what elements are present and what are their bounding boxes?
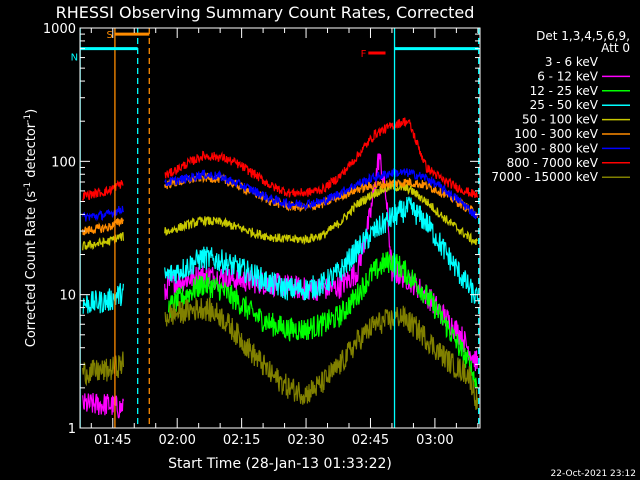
y-axis-label: Corrected Count Rate (s-1 detector-1) xyxy=(23,109,39,347)
y-tick-label: 100 xyxy=(51,155,76,170)
legend-label: 6 - 12 keV xyxy=(537,69,599,83)
plot-area xyxy=(82,117,479,419)
axes: 1 10 100 1000 01:45 02:00 02:15 02:30 02:45 03:00 xyxy=(43,22,481,448)
y-axis-label-mid: detector xyxy=(24,122,39,182)
y-axis-label-sup1: -1 xyxy=(23,182,33,191)
x-tick-label: 01:45 xyxy=(94,433,131,448)
x-tick-label: 03:00 xyxy=(416,433,453,448)
x-tick-label: 02:30 xyxy=(287,433,324,448)
x-tick-label: 02:15 xyxy=(223,433,260,448)
plot-frame xyxy=(79,27,481,429)
y-tick-label: 10 xyxy=(59,289,76,304)
legend-header-line1: Det 1,3,4,5,6,9, xyxy=(536,29,630,43)
legend-label: 50 - 100 keV xyxy=(522,113,599,127)
x-tick-label: 02:00 xyxy=(158,433,195,448)
series-line-7 xyxy=(82,117,479,201)
chart-title: RHESSI Observing Summary Count Rates, Co… xyxy=(56,3,475,22)
legend-label: 100 - 300 keV xyxy=(514,127,598,141)
y-axis-label-sup2: -1 xyxy=(23,114,33,123)
series-line-6 xyxy=(82,168,479,222)
legend-label: 7000 - 15000 keV xyxy=(491,170,598,184)
series-line-4 xyxy=(82,181,479,251)
series-line-2 xyxy=(168,251,478,389)
footer-timestamp: 22-Oct-2021 23:12 xyxy=(551,469,636,479)
x-axis-label: Start Time (28-Jan-13 01:33:22) xyxy=(168,456,392,472)
legend-label: 300 - 800 keV xyxy=(514,141,598,155)
series-line-3 xyxy=(82,196,479,315)
legend-label: 800 - 7000 keV xyxy=(507,156,599,170)
interval-label: N xyxy=(71,53,78,64)
y-axis-label-main: Corrected Count Rate (s xyxy=(24,191,39,348)
legend-label: 12 - 25 keV xyxy=(530,84,599,98)
y-axis-label-end: ) xyxy=(24,109,39,114)
annotation-layer: S N F xyxy=(71,28,480,428)
x-tick-label: 02:45 xyxy=(352,433,389,448)
legend-label: 25 - 50 keV xyxy=(530,98,599,112)
y-tick-label: 1 xyxy=(68,422,76,437)
interval-label: S xyxy=(107,30,113,41)
y-tick-label: 1000 xyxy=(43,22,76,37)
legend-label: 3 - 6 keV xyxy=(545,55,599,69)
interval-label: F xyxy=(361,49,367,60)
legend-header-line2: Att 0 xyxy=(601,41,630,55)
series-line-8 xyxy=(82,296,479,410)
